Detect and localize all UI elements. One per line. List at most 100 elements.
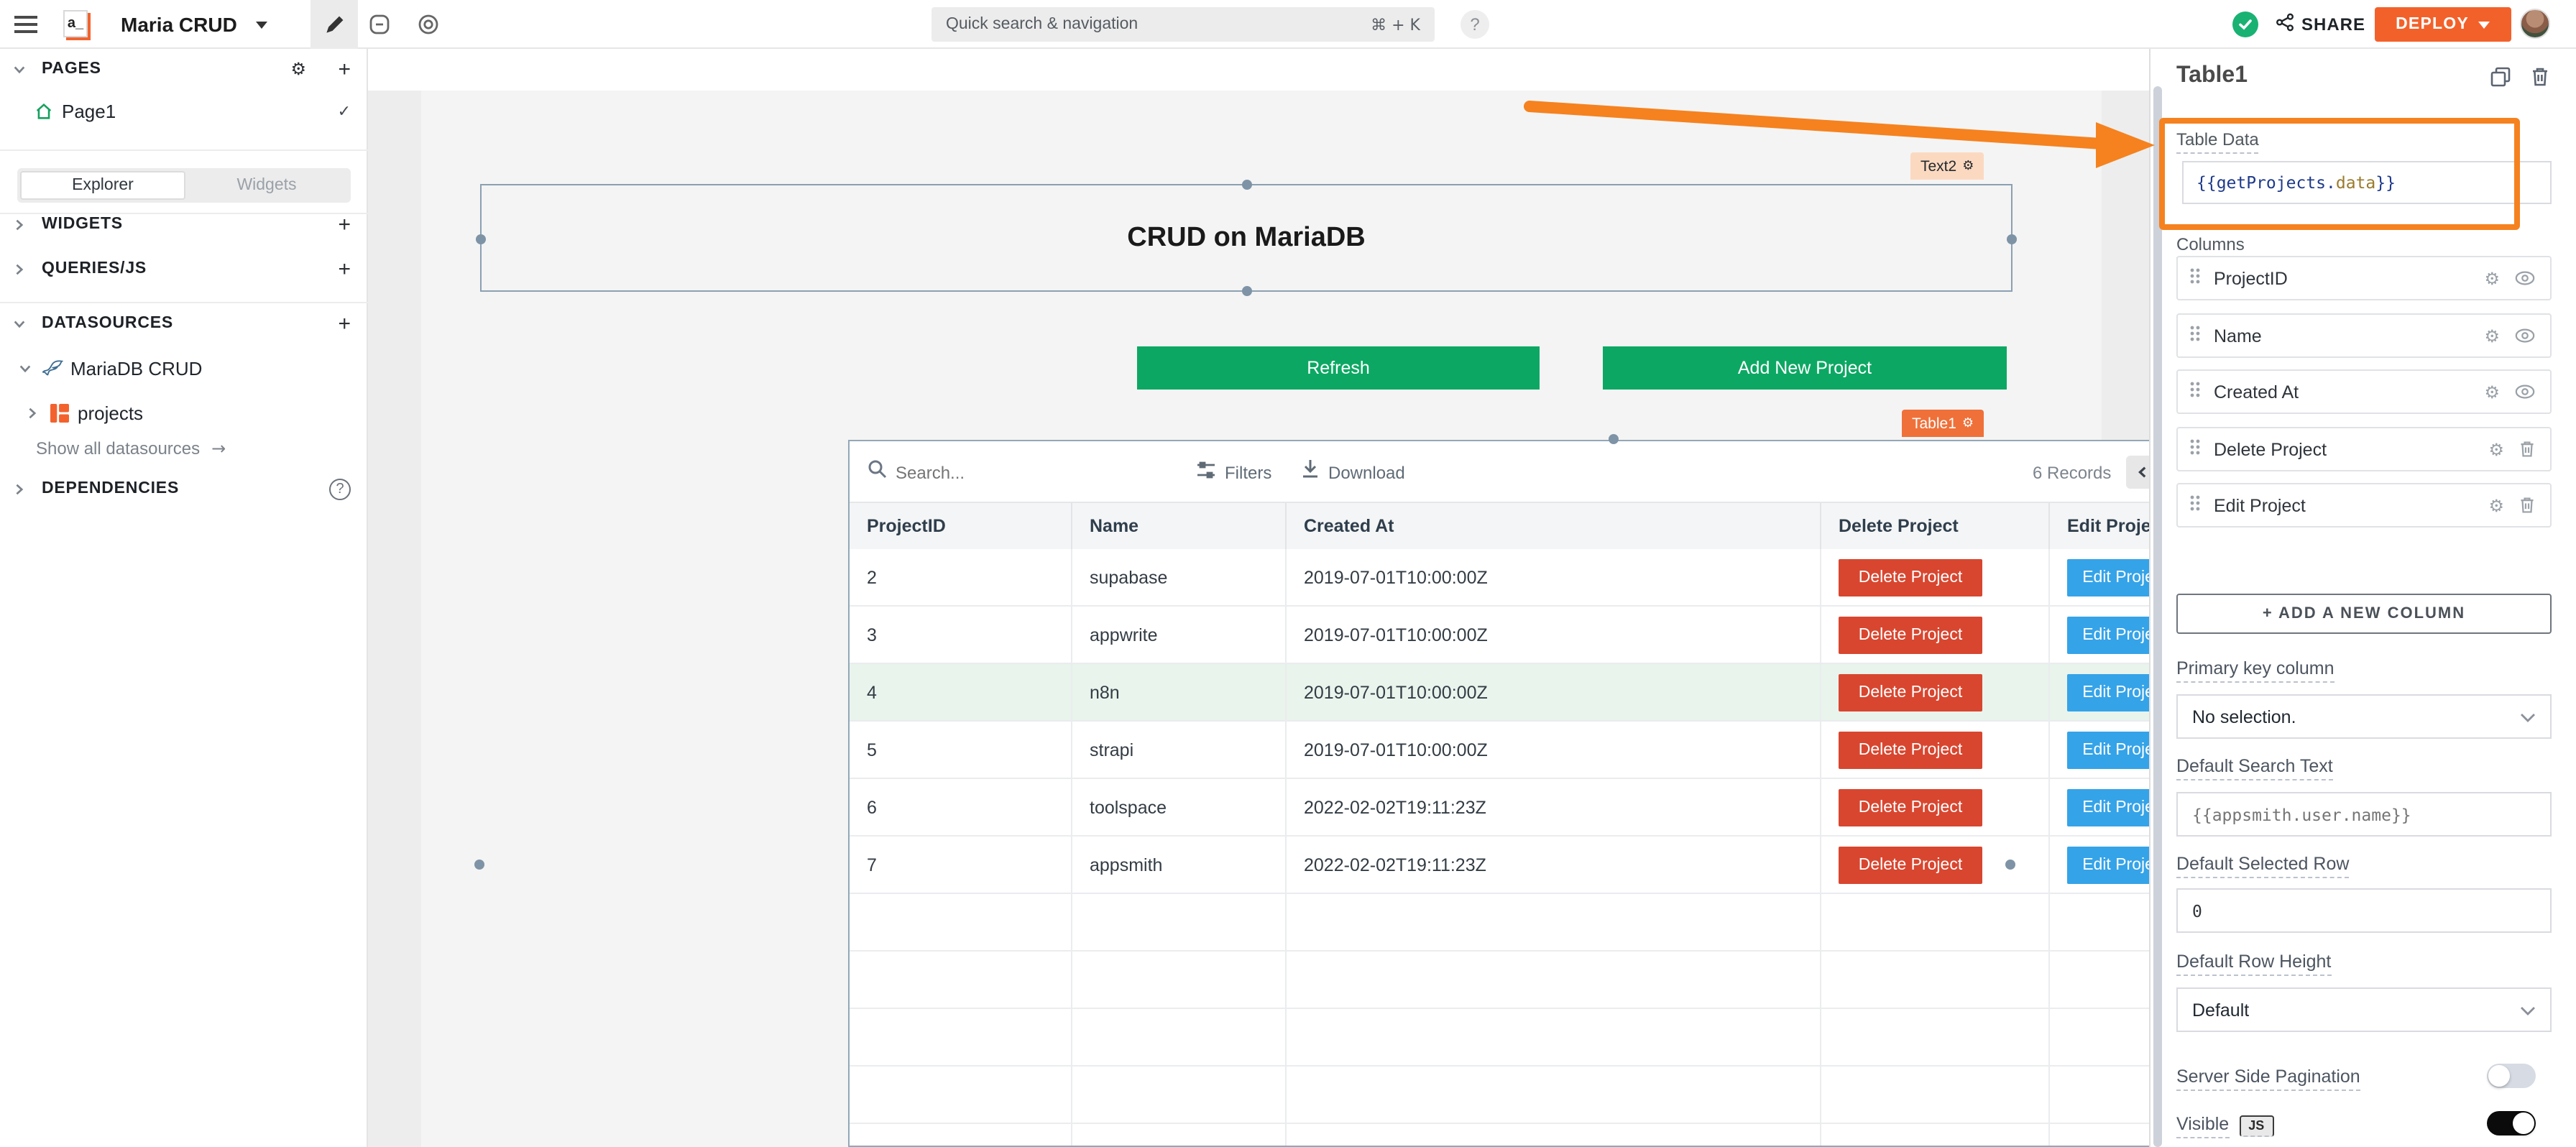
queries-expand-icon[interactable] [7,262,30,275]
column-settings-gear-icon[interactable]: ⚙ [2484,326,2500,346]
column-card-edit-project[interactable]: Edit Project ⚙ [2176,483,2552,528]
column-visibility-eye-icon[interactable] [2514,384,2536,400]
property-pane-scrollbar[interactable] [2153,86,2162,1147]
preview-mode-icon[interactable] [417,0,440,49]
deploy-button[interactable]: DEPLOY [2375,7,2511,42]
add-new-column-button[interactable]: + ADD A NEW COLUMN [2176,594,2552,634]
widgets-section-header[interactable]: WIDGETS + [0,207,368,241]
column-visibility-eye-icon[interactable] [2514,270,2536,286]
column-settings-gear-icon[interactable]: ⚙ [2488,495,2504,515]
column-card-delete-project[interactable]: Delete Project ⚙ [2176,427,2552,471]
column-delete-trash-icon[interactable] [2518,496,2536,515]
add-widget-icon[interactable]: + [338,212,351,236]
table-row[interactable]: 6 toolspace 2022-02-02T19:11:23Z Delete Pr… [850,779,2378,837]
column-header-created-at[interactable]: Created At [1287,503,1821,549]
column-settings-gear-icon[interactable]: ⚙ [2484,382,2500,402]
pages-settings-gear-icon[interactable]: ⚙ [290,59,306,79]
show-all-datasources-link[interactable]: Show all datasources → [0,431,368,466]
widgets-expand-icon[interactable] [7,218,30,231]
table-search[interactable] [867,441,1068,503]
table-row-selected[interactable]: 4 n8n 2019-07-01T10:00:00Z Delete Project … [850,664,2378,722]
projects-expand-icon[interactable] [20,406,43,419]
comment-mode-icon[interactable] [368,0,391,49]
drag-handle-icon[interactable] [2189,265,2201,291]
table-row[interactable]: 2 supabase 2019-07-01T10:00:00Z Delete Pro… [850,549,2378,607]
add-datasource-icon[interactable]: + [338,311,351,336]
dependencies-expand-icon[interactable] [7,482,30,495]
download-button[interactable]: Download [1301,441,1405,503]
drag-handle-icon[interactable] [2189,436,2201,462]
help-icon[interactable]: ? [1460,10,1489,39]
column-delete-trash-icon[interactable] [2518,440,2536,459]
add-query-icon[interactable]: + [338,257,351,281]
column-card-created-at[interactable]: Created At ⚙ [2176,369,2552,414]
table-data-code-input[interactable]: {{getProjects. data}} [2182,161,2552,204]
dependencies-help-icon[interactable]: ? [329,478,351,499]
table-row[interactable]: 7 appsmith 2022-02-02T19:11:23Z Delete Pro… [850,837,2378,894]
visible-toggle[interactable] [2487,1111,2536,1136]
column-settings-gear-icon[interactable]: ⚙ [2488,439,2504,459]
delete-project-button[interactable]: Delete Project [1839,558,1982,596]
text2-widget-badge[interactable]: Text2 ⚙ [1910,152,1984,180]
filters-button[interactable]: Filters [1196,441,1271,503]
primary-key-select[interactable]: No selection. [2176,694,2552,739]
drag-handle-icon[interactable] [2189,492,2201,518]
column-header-projectid[interactable]: ProjectID [850,503,1072,549]
add-new-project-button[interactable]: Add New Project [1603,346,2007,390]
datasources-collapse-icon[interactable] [7,317,30,330]
resize-handle[interactable] [476,234,486,244]
column-visibility-eye-icon[interactable] [2514,328,2536,344]
sidebar-item-projects-table[interactable]: projects [0,395,368,430]
app-name[interactable]: Maria CRUD [121,13,237,36]
default-search-text-input[interactable] [2176,792,2552,837]
resize-handle[interactable] [1242,180,1252,190]
text2-settings-gear-icon[interactable]: ⚙ [1962,159,1974,173]
js-toggle-badge[interactable]: JS [2239,1115,2274,1137]
quick-search-input[interactable]: Quick search & navigation ⌘ + K [932,7,1435,42]
default-selected-row-input[interactable] [2176,888,2552,933]
refresh-button[interactable]: Refresh [1137,346,1540,390]
resize-handle[interactable] [2005,860,2015,870]
delete-project-button[interactable]: Delete Project [1839,673,1982,711]
datasources-section-header[interactable]: DATASOURCES + [0,306,368,341]
appsmith-logo[interactable]: a_ [63,10,88,37]
pages-section-header[interactable]: PAGES ⚙ + [0,52,368,86]
tab-explorer[interactable]: Explorer [20,171,185,200]
pages-collapse-icon[interactable] [7,63,30,75]
user-avatar[interactable] [2520,9,2550,39]
column-header-delete-project[interactable]: Delete Project [1821,503,2050,549]
column-card-projectid[interactable]: ProjectID ⚙ [2176,256,2552,300]
resize-handle[interactable] [474,860,484,870]
app-name-chevron-icon[interactable] [256,0,267,49]
server-side-pagination-toggle[interactable] [2487,1064,2536,1088]
delete-project-button[interactable]: Delete Project [1839,616,1982,653]
datasource-collapse-icon[interactable] [13,361,36,374]
column-settings-gear-icon[interactable]: ⚙ [2484,268,2500,288]
edit-mode-pencil-icon[interactable] [310,0,358,49]
delete-project-button[interactable]: Delete Project [1839,846,1982,883]
drag-handle-icon[interactable] [2189,379,2201,405]
share-button[interactable]: SHARE [2276,0,2365,49]
table1-widget-badge[interactable]: Table1 ⚙ [1902,410,1984,437]
drag-handle-icon[interactable] [2189,323,2201,349]
resize-handle[interactable] [1609,434,1619,444]
sidebar-item-mariadb-crud[interactable]: MariaDB CRUD [0,351,368,385]
delete-widget-icon[interactable] [2530,66,2550,95]
deploy-chevron-icon[interactable] [2478,21,2490,28]
default-row-height-select[interactable]: Default [2176,987,2552,1032]
add-page-icon[interactable]: + [338,57,351,81]
resize-handle[interactable] [2007,234,2017,244]
copy-widget-icon[interactable] [2490,66,2511,95]
dependencies-section-header[interactable]: DEPENDENCIES ? [0,471,368,506]
column-header-name[interactable]: Name [1072,503,1287,549]
table1-settings-gear-icon[interactable]: ⚙ [1961,416,1974,430]
delete-project-button[interactable]: Delete Project [1839,788,1982,826]
tab-widgets[interactable]: Widgets [236,177,297,194]
resize-handle[interactable] [1242,286,1252,296]
queries-section-header[interactable]: QUERIES/JS + [0,252,368,286]
column-card-name[interactable]: Name ⚙ [2176,313,2552,358]
sidebar-item-page1[interactable]: Page1 ✓ [0,93,368,128]
table-search-input[interactable] [896,462,1068,482]
table1-widget[interactable]: Filters Download 6 Records Page [848,440,2379,1147]
delete-project-button[interactable]: Delete Project [1839,731,1982,768]
